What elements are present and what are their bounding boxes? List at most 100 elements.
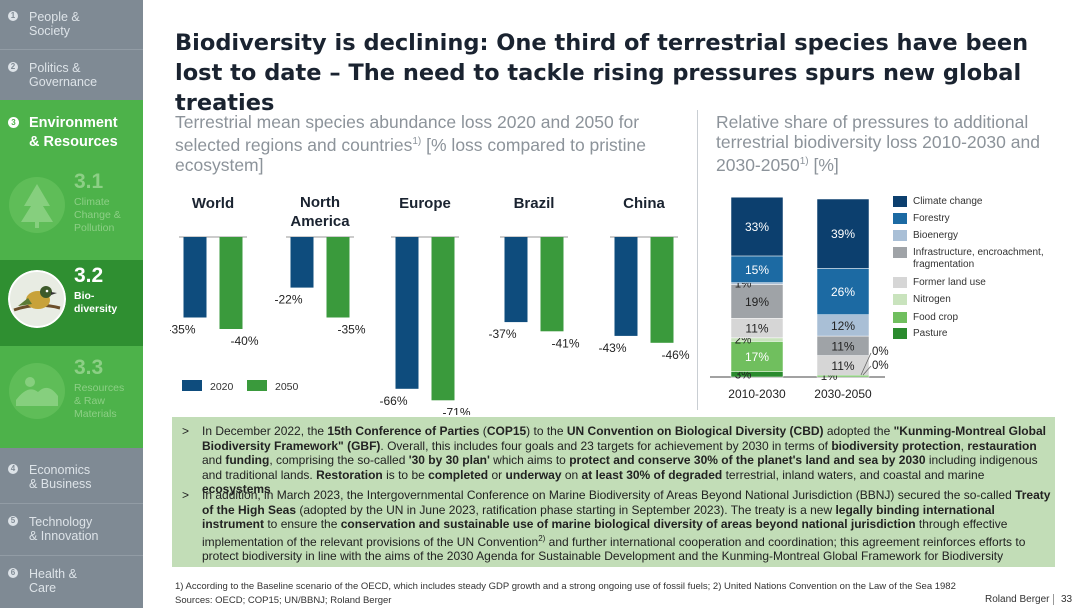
sidebar-subitem-climate-change[interactable]: 3.1 Climate Change & Pollution: [0, 166, 143, 252]
sidebar-item-politics-governance[interactable]: 2 Politics & Governance: [0, 61, 143, 99]
left-chart-subtitle: Terrestrial mean species abundance loss …: [175, 112, 685, 175]
vertical-divider: [697, 110, 698, 410]
subtitle-text: Relative share of pressures to additiona…: [716, 112, 1040, 175]
sidebar-subitem-resources-raw-materials[interactable]: 3.3 Resources & Raw Materials: [0, 352, 143, 438]
bullet-text: In December 2022, the 15th Conference of…: [202, 424, 1052, 497]
emphasis-text: Restoration: [316, 467, 383, 482]
legend-label: 2050: [275, 381, 299, 393]
subsection-label: Resources & Raw Materials: [74, 382, 125, 420]
sidebar-item-people-society[interactable]: 1 People & Society: [0, 10, 143, 50]
data-label: 15%: [745, 263, 769, 277]
bar-2020: [395, 237, 419, 389]
brand-name: Roland Berger: [985, 594, 1050, 605]
sidebar-subitem-biodiversity[interactable]: 3.2 Bio- diversity: [0, 260, 143, 346]
category-label: Europe: [399, 195, 451, 212]
subtitle-text: Terrestrial mean species abundance loss …: [175, 112, 640, 155]
emphasis-text: biodiversity protection: [831, 438, 961, 453]
legend-label: Climate change: [913, 196, 983, 207]
category-label: Brazil: [514, 195, 555, 212]
text-run: including indigenous and traditional lan…: [202, 453, 1038, 482]
section-number-badge: 3: [8, 117, 19, 128]
data-label: -35%: [337, 323, 365, 337]
legend-label: 2020: [210, 381, 234, 393]
section-number-badge: 4: [8, 464, 18, 474]
sidebar-item-economics-business[interactable]: 4 Economics & Business: [0, 463, 143, 501]
emphasis-text: '30 by 30 plan': [408, 453, 490, 467]
data-label: 39%: [831, 227, 855, 241]
data-label: -46%: [661, 348, 689, 362]
divider: [0, 49, 143, 50]
bar-2020: [183, 237, 207, 318]
text-run: to ensure the: [264, 517, 341, 531]
bar-2050: [650, 237, 674, 343]
legend-swatch: [893, 247, 907, 258]
legend-swatch: [893, 277, 907, 288]
bar-2020: [290, 237, 314, 288]
subtitle-unit: [%]: [808, 154, 839, 175]
emphasis-text: conservation and sustainable use of mari…: [340, 517, 916, 531]
stack-climate-change: [816, 198, 870, 269]
text-run: and: [202, 453, 226, 467]
bar-2020: [504, 237, 528, 323]
divider: [0, 555, 143, 556]
sidebar-item-label: Health & Care: [29, 567, 77, 595]
callout-line: [860, 352, 872, 376]
subsection-label: Bio- diversity: [74, 290, 118, 315]
category-label: 2010-2030: [728, 387, 786, 401]
legend-swatch: [893, 294, 907, 305]
right-chart-subtitle: Relative share of pressures to additiona…: [716, 112, 1056, 175]
legend-swatch-2050: [247, 380, 267, 391]
bar-2050: [219, 237, 243, 329]
subsection-number: 3.3: [74, 356, 104, 379]
sidebar-item-label: Environment & Resources: [29, 115, 118, 150]
category-label: China: [623, 195, 665, 212]
bar-2050: [540, 237, 564, 332]
sidebar-item-label: People & Society: [29, 10, 80, 38]
data-label: 0%: [872, 360, 889, 372]
text-run: is to be: [382, 467, 429, 482]
subsection-number: 3.1: [74, 170, 104, 193]
emphasis-text: 15th Conference of Parties: [327, 424, 480, 438]
data-label: -40%: [230, 334, 258, 348]
legend-label: Former land use: [913, 277, 986, 288]
data-label: -43%: [598, 341, 626, 355]
legend-label: Food crop: [913, 312, 959, 323]
pressure-share-stacked-chart: 3%17%2%11%19%1%15%33%2010-20301%11%11%12…: [710, 196, 889, 401]
data-label: 11%: [745, 322, 768, 336]
sidebar-item-label: Politics & Governance: [29, 61, 98, 89]
text-run: which aims to: [489, 453, 570, 467]
emphasis-text: COP15: [486, 424, 527, 438]
stack-infrastructure: [730, 284, 784, 319]
footnote: 1) According to the Baseline scenario of…: [175, 581, 956, 592]
divider: [0, 503, 143, 504]
text-run: adopted the: [823, 424, 894, 438]
sidebar-item-label: Technology & Innovation: [29, 515, 99, 543]
category-label: 2030-2050: [814, 387, 872, 401]
data-label: 12%: [831, 319, 855, 333]
data-label: -37%: [488, 327, 516, 341]
bar-2050: [326, 237, 350, 318]
data-label: -22%: [274, 293, 302, 307]
emphasis-text: restauration: [967, 438, 1037, 453]
treaties-info-box: > In December 2022, the 15th Conference …: [172, 417, 1055, 567]
emphasis-text: Treaty of the High Seas: [202, 488, 1051, 517]
legend-swatch: [893, 213, 907, 224]
sidebar-item-health-care[interactable]: 6 Health & Care: [0, 567, 143, 605]
legend-label: Nitrogen: [913, 294, 951, 305]
sidebar-item-technology-innovation[interactable]: 5 Technology & Innovation: [0, 515, 143, 553]
subsection-number: 3.2: [74, 264, 104, 287]
callout-line: [862, 365, 872, 376]
text-run: In December 2022, the: [202, 424, 328, 438]
emphasis-text: underway: [505, 467, 562, 482]
text-run: In addition, in March 2023, the Intergov…: [202, 488, 1016, 502]
subtitle-unit: [% loss compared to pristine ecosystem]: [175, 134, 646, 175]
text-run: through effective implementation of the …: [202, 517, 1008, 549]
sidebar-nav: 1 People & Society 2 Politics & Governan…: [0, 0, 143, 608]
species-abundance-loss-chart: World -35% -40% North America -22% -35% Europe -…: [170, 194, 690, 415]
emphasis-text: completed: [428, 467, 489, 482]
emphasis-text: ecosystems: [202, 482, 271, 496]
bullet-arrow-icon: >: [182, 488, 190, 502]
legend-swatch: [893, 328, 907, 339]
data-label: -35%: [170, 323, 196, 337]
legend-label: Bioenergy: [913, 230, 959, 241]
